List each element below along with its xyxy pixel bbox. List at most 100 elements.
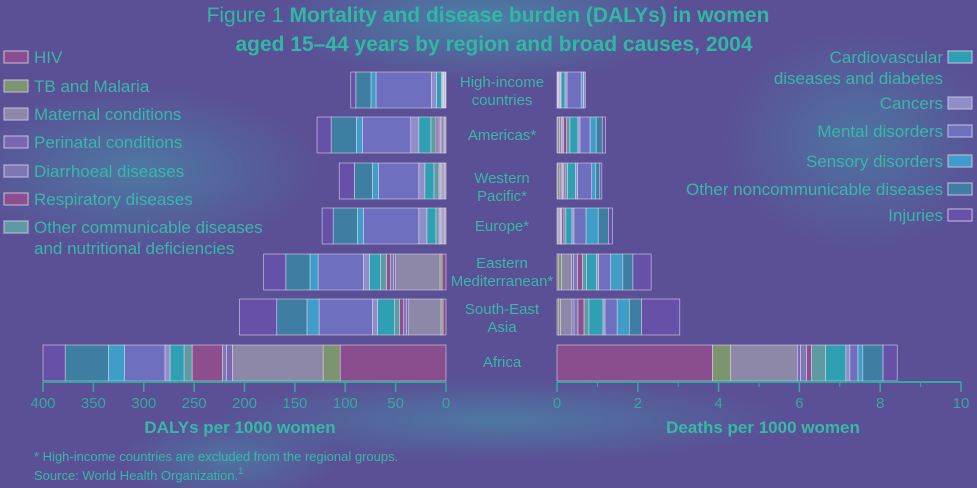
dalys-tick-label-50: 50	[387, 395, 404, 412]
deaths-tick-label-10: 10	[953, 395, 970, 412]
dalys-bar-americas-other-noncommunicable-diseases	[330, 116, 357, 154]
dalys-bar-south-east-asia-sensory-disorders	[306, 298, 320, 336]
legend-swatch-sensory-disorders	[947, 154, 973, 168]
dalys-bar-europe-other-noncommunicable-diseases	[332, 207, 358, 245]
deaths-bar-south-east-asia-diarrhoeal-diseases	[573, 298, 579, 336]
dalys-bar-africa-tb-and-malaria	[322, 344, 341, 382]
dalys-bar-eastern-mediterranean-injuries	[263, 253, 287, 291]
dalys-bar-africa-mental-disorders	[124, 344, 166, 382]
deaths-bar-africa-perinatal-conditions	[797, 344, 801, 382]
deaths-bar-high-income-countries-cardiovascular-diseases-and-diabetes	[560, 71, 566, 109]
dalys-bar-south-east-asia-hiv	[442, 298, 447, 336]
deaths-bar-south-east-asia-injuries	[641, 298, 681, 336]
dalys-bar-eastern-mediterranean-other-communicable-diseases-and-nutritional-deficiencies	[380, 253, 387, 291]
deaths-bar-africa-injuries	[882, 344, 898, 382]
legend-swatch-injuries	[947, 208, 973, 222]
deaths-bar-eastern-mediterranean-sensory-disorders	[610, 253, 624, 291]
deaths-bar-americas-cardiovascular-diseases-and-diabetes	[569, 116, 579, 154]
dalys-bar-western-pacific-cardiovascular-diseases-and-diabetes	[424, 162, 435, 200]
legend-swatch-cardiovascular-diseases-and-diabetes	[947, 50, 973, 64]
deaths-bar-africa-mental-disorders	[849, 344, 859, 382]
dalys-bar-eastern-mediterranean-maternal-conditions	[395, 253, 441, 291]
legend-swatch-other-communicable-diseases-and-nutritional-deficiencies	[3, 220, 29, 234]
deaths-bar-south-east-asia-maternal-conditions	[560, 298, 573, 336]
deaths-bar-eastern-mediterranean-maternal-conditions	[561, 253, 572, 291]
title-prefix: Figure 1	[207, 4, 284, 27]
deaths-axis-label: Deaths per 1000 women	[666, 418, 860, 437]
legend-swatch-diarrhoeal-diseases	[3, 164, 29, 178]
legend-swatch-hiv	[3, 50, 29, 64]
dalys-bar-americas-injuries	[316, 116, 332, 154]
dalys-bar-eastern-mediterranean-respiratory-diseases	[386, 253, 391, 291]
deaths-bar-europe-cancers	[571, 207, 575, 245]
dalys-bar-americas-cancers	[410, 116, 420, 154]
deaths-bar-africa-respiratory-diseases	[806, 344, 812, 382]
dalys-bar-south-east-asia-other-communicable-diseases-and-nutritional-deficiencies	[394, 298, 400, 336]
deaths-bar-europe-cardiovascular-diseases-and-diabetes	[565, 207, 573, 245]
dalys-tick-label-250: 250	[182, 395, 207, 412]
dalys-bars	[42, 71, 447, 382]
dalys-bar-africa-other-communicable-diseases-and-nutritional-deficiencies	[183, 344, 193, 382]
dalys-bar-europe-sensory-disorders	[357, 207, 364, 245]
dalys-bar-eastern-mediterranean-hiv	[441, 253, 447, 291]
legend-swatch-perinatal-conditions	[3, 135, 29, 149]
deaths-bar-western-pacific-cardiovascular-diseases-and-diabetes	[567, 162, 576, 200]
deaths-bar-eastern-mediterranean-perinatal-conditions	[571, 253, 574, 291]
dalys-bar-americas-cardiovascular-diseases-and-diabetes	[418, 116, 432, 154]
dalys-bar-africa-cancers	[164, 344, 171, 382]
deaths-tick-label-8: 8	[876, 395, 884, 412]
dalys-tick-label-100: 100	[333, 395, 358, 412]
deaths-bar-eastern-mediterranean-diarrhoeal-diseases	[573, 253, 578, 291]
dalys-tick-label-400: 400	[30, 395, 55, 412]
dalys-tick-label-200: 200	[232, 395, 257, 412]
deaths-bar-africa-tb-and-malaria	[712, 344, 732, 382]
deaths-bar-high-income-countries-mental-disorders	[566, 71, 582, 109]
legend-swatch-cancers	[947, 96, 973, 110]
deaths-tick-label-2: 2	[634, 395, 642, 412]
dalys-bar-eastern-mediterranean-mental-disorders	[317, 253, 364, 291]
deaths-bar-high-income-countries-cancers	[564, 71, 568, 109]
legend-label-maternal-conditions: Maternal conditions	[34, 105, 181, 124]
deaths-bar-americas-other-communicable-diseases-and-nutritional-deficiencies	[566, 116, 571, 154]
legend-swatch-maternal-conditions	[3, 107, 29, 121]
dalys-tick-label-300: 300	[131, 395, 156, 412]
dalys-tick-label-0: 0	[442, 395, 450, 412]
dalys-axis-label: DALYs per 1000 women	[144, 418, 335, 437]
deaths-bar-western-pacific-sensory-disorders	[591, 162, 597, 200]
dalys-bar-africa-respiratory-diseases	[191, 344, 223, 382]
deaths-bar-africa-other-noncommunicable-diseases	[862, 344, 884, 382]
region-label-americas: Americas*	[468, 127, 537, 144]
deaths-bar-americas-injuries	[601, 116, 606, 154]
dalys-bar-africa-injuries	[42, 344, 66, 382]
source-note: Source: World Health Organization.1	[34, 466, 243, 483]
dalys-bar-americas-maternal-conditions	[440, 116, 445, 154]
legend-label-hiv: HIV	[34, 48, 63, 67]
deaths-bar-eastern-mediterranean-mental-disorders	[598, 253, 612, 291]
source-ref: 1	[238, 466, 243, 476]
region-label-eastern-mediterranean: Eastern Mediterranean*	[451, 255, 554, 290]
deaths-bar-western-pacific-other-communicable-diseases-and-nutritional-deficiencies	[564, 162, 568, 200]
deaths-bar-europe-injuries	[608, 207, 613, 245]
dalys-bar-americas-diarrhoeal-diseases	[437, 116, 441, 154]
deaths-bar-south-east-asia-other-communicable-diseases-and-nutritional-deficiencies	[583, 298, 590, 336]
deaths-bar-europe-respiratory-diseases	[561, 207, 565, 245]
dalys-bar-europe-cardiovascular-diseases-and-diabetes	[426, 207, 437, 245]
deaths-bar-americas-cancers	[577, 116, 581, 154]
dalys-bar-high-income-countries-sensory-disorders	[370, 71, 377, 109]
dalys-bar-eastern-mediterranean-cardiovascular-diseases-and-diabetes	[369, 253, 381, 291]
deaths-bar-western-pacific-mental-disorders	[577, 162, 593, 200]
deaths-bar-africa-hiv	[556, 344, 713, 382]
deaths-tick-label-0: 0	[553, 395, 561, 412]
legend-label-other-noncommunicable-diseases: Other noncommunicable diseases	[686, 180, 943, 199]
deaths-bar-south-east-asia-cardiovascular-diseases-and-diabetes	[588, 298, 604, 336]
dalys-bar-south-east-asia-perinatal-conditions	[406, 298, 410, 336]
dalys-bar-africa-hiv	[339, 344, 447, 382]
deaths-bar-africa-cardiovascular-diseases-and-diabetes	[825, 344, 847, 382]
dalys-bar-europe-other-communicable-diseases-and-nutritional-deficiencies	[435, 207, 440, 245]
dalys-bar-eastern-mediterranean-sensory-disorders	[309, 253, 319, 291]
deaths-bar-africa-diarrhoeal-diseases	[800, 344, 807, 382]
deaths-tick-label-6: 6	[795, 395, 803, 412]
region-label-high-income-countries: High-income countries	[460, 74, 544, 109]
dalys-bar-western-pacific-other-communicable-diseases-and-nutritional-deficiencies	[433, 162, 440, 200]
